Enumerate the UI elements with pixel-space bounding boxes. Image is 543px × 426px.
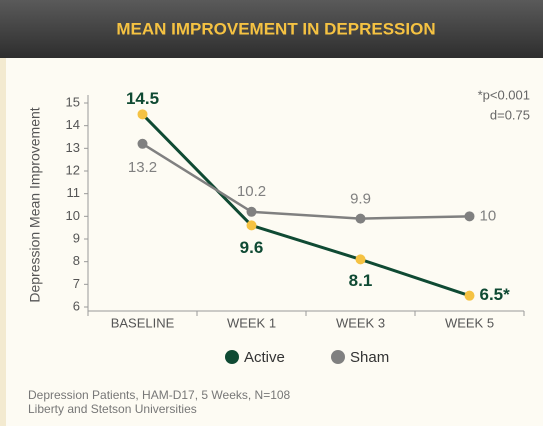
marker: [137, 138, 148, 149]
x-tick-label: WEEK 5: [445, 315, 494, 330]
marker: [464, 211, 475, 222]
marker: [137, 109, 148, 120]
x-tick-label: WEEK 3: [336, 315, 385, 330]
y-axis-label: Depression Mean Improvement: [27, 107, 43, 302]
value-label: 9.6: [240, 238, 264, 257]
annotation: *p<0.001: [478, 87, 530, 102]
y-tick-label: 13: [66, 140, 80, 155]
legend-marker: [225, 350, 239, 364]
header: [0, 0, 543, 58]
legend-marker: [331, 350, 345, 364]
value-label: 10.2: [237, 183, 266, 200]
y-tick-label: 11: [67, 185, 81, 200]
y-tick-label: 12: [66, 162, 80, 177]
x-tick-label: WEEK 1: [227, 315, 276, 330]
marker: [246, 220, 257, 231]
chart-title: MEAN IMPROVEMENT IN DEPRESSION: [116, 19, 435, 38]
marker: [355, 213, 366, 224]
value-label: 14.5: [126, 89, 159, 108]
left-border: [0, 58, 6, 426]
y-tick-label: 8: [73, 253, 80, 268]
value-label: 10: [480, 207, 497, 224]
marker: [355, 254, 366, 265]
legend-label: Sham: [350, 349, 389, 366]
series-line: [141, 113, 470, 298]
y-tick-label: 9: [73, 230, 80, 245]
footnote: Liberty and Stetson Universities: [28, 402, 197, 416]
y-tick-label: 6: [73, 298, 80, 313]
x-tick-label: BASELINE: [111, 315, 175, 330]
y-tick-label: 15: [66, 94, 80, 109]
series-line: [141, 142, 470, 220]
legend-label: Active: [244, 349, 285, 366]
y-tick-label: 7: [73, 276, 80, 291]
annotation: d=0.75: [490, 107, 530, 122]
value-label: 8.1: [349, 271, 373, 290]
value-label: 13.2: [128, 159, 157, 176]
value-label: 9.9: [350, 191, 371, 208]
footnote: Depression Patients, HAM-D17, 5 Weeks, N…: [28, 388, 291, 402]
marker: [464, 290, 475, 301]
y-tick-label: 10: [66, 208, 80, 223]
y-tick-label: 14: [66, 117, 80, 132]
value-label: 6.5*: [480, 285, 511, 304]
marker: [246, 206, 257, 217]
